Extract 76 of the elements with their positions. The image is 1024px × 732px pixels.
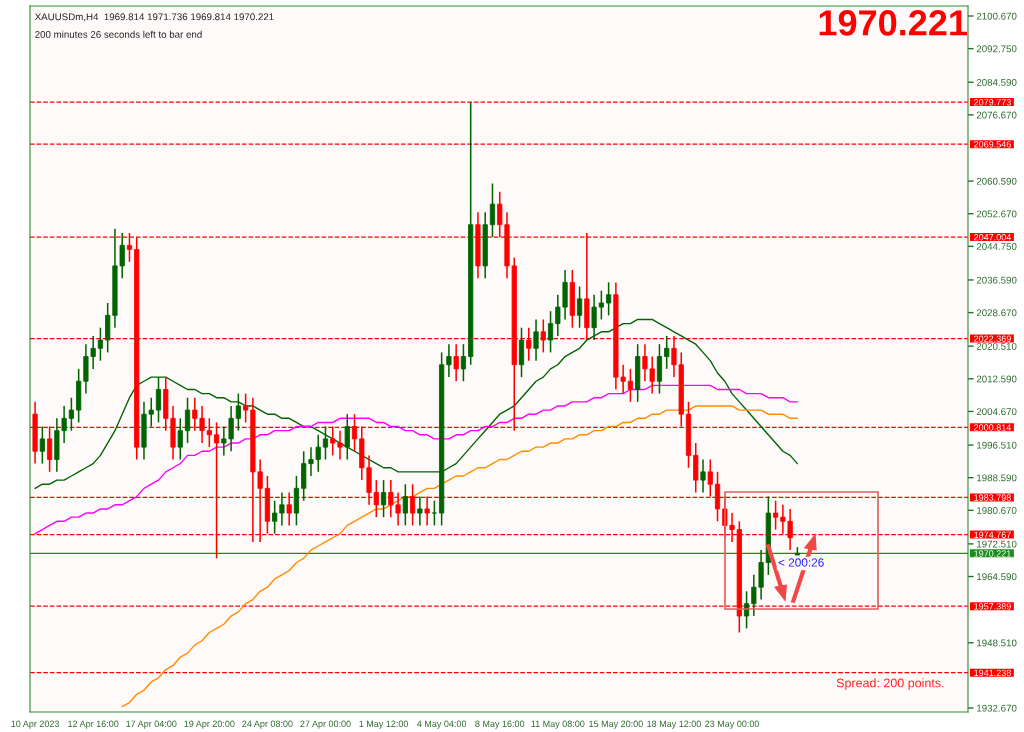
y-tick-label: 1948.510 xyxy=(977,639,1017,647)
candlestick xyxy=(39,425,45,465)
candlestick xyxy=(322,425,329,461)
y-tick-label: 2044.750 xyxy=(976,243,1017,250)
candlestick xyxy=(184,396,191,444)
candlestick xyxy=(177,417,183,461)
ref-line-label: 1941.238 xyxy=(974,669,1011,677)
text: Spread: 200 points. xyxy=(836,678,944,690)
ref-line-label: 1983.798 xyxy=(974,494,1011,501)
candlestick xyxy=(155,376,162,424)
x-tick-label: 18 May 12:00 xyxy=(647,720,701,729)
y-tick-label: 1988.590 xyxy=(977,474,1017,482)
y-tick-label: 2004.670 xyxy=(976,408,1017,416)
candlestick xyxy=(773,499,779,531)
y-tick-label: 2092.750 xyxy=(976,45,1017,53)
ref-line-label: 2079.773 xyxy=(974,99,1011,106)
ref-line-label: 1974.767 xyxy=(974,531,1011,538)
x-tick-label: 19 Apr 20:00 xyxy=(184,720,235,729)
y-tick-label: 2036.590 xyxy=(976,276,1017,284)
x-tick-label: 11 May 08:00 xyxy=(531,720,585,729)
y-tick-label: 1964.590 xyxy=(977,573,1017,581)
candlestick xyxy=(279,491,285,527)
candlestick xyxy=(576,285,583,329)
candlestick xyxy=(446,343,452,378)
candlestick xyxy=(380,479,387,518)
y-tick-label: 2028.670 xyxy=(976,309,1017,317)
ref-line-label: 1957.389 xyxy=(974,603,1011,610)
text: 1970.221 xyxy=(819,10,968,36)
ref-line-label: 2022.369 xyxy=(974,335,1011,342)
y-tick-label: 2100.670 xyxy=(976,12,1017,20)
y-tick-label: 1932.670 xyxy=(977,704,1017,712)
x-tick-label: 17 Apr 04:00 xyxy=(126,720,177,729)
candlestick xyxy=(700,458,706,494)
candlestick xyxy=(235,392,241,432)
x-tick-label: 15 May 20:00 xyxy=(589,720,643,729)
y-tick-label: 2012.590 xyxy=(976,375,1017,383)
candlestick xyxy=(664,335,670,370)
x-tick-label: 24 Apr 08:00 xyxy=(242,720,293,729)
ref-line-label: 2069.546 xyxy=(974,141,1011,148)
x-tick-label: 27 Apr 00:00 xyxy=(300,720,351,729)
candlestick xyxy=(627,368,634,403)
x-tick-label: 12 Apr 16:00 xyxy=(68,720,119,729)
y-tick-label: 2052.670 xyxy=(976,210,1017,218)
candlestick xyxy=(97,326,104,362)
candlestick xyxy=(533,318,539,362)
y-tick-label: 2020.510 xyxy=(976,342,1017,350)
annotation: 200 minutes 26 seconds left to bar end xyxy=(35,30,202,38)
candlestick xyxy=(460,343,467,383)
candlestick xyxy=(489,182,496,238)
y-tick-label: 2060.590 xyxy=(976,177,1017,185)
annotation: < 200:26 xyxy=(778,558,824,567)
candlestick xyxy=(272,499,278,535)
x-tick-label: 23 May 00:00 xyxy=(705,720,760,729)
y-tick-label: 2084.590 xyxy=(976,78,1017,86)
candlestick xyxy=(431,499,437,527)
candlestick xyxy=(243,392,249,424)
x-tick-label: 4 May 04:00 xyxy=(417,720,467,729)
candlestick xyxy=(417,495,423,527)
candlestick xyxy=(344,413,350,461)
ref-line-label: 2047.004 xyxy=(974,234,1012,241)
candlestick xyxy=(402,483,408,527)
candlestick xyxy=(598,289,604,321)
x-tick-label: 10 Apr 2023 xyxy=(11,720,60,729)
annotation: XAUUSDm,H4 1969.814 1971.736 1969.814 1970.221 xyxy=(34,13,274,22)
y-tick-label: 1980.670 xyxy=(977,507,1017,514)
y-tick-label: 1972.510 xyxy=(977,540,1017,548)
x-tick-label: 8 May 16:00 xyxy=(475,720,525,729)
x-tick-label: 1 May 12:00 xyxy=(359,720,409,729)
candlestick xyxy=(547,310,554,354)
candlestick xyxy=(453,343,459,383)
candlestick xyxy=(606,281,612,317)
y-tick-label: 2076.670 xyxy=(976,111,1017,119)
candlestick xyxy=(68,396,74,432)
y-tick-label: 1996.510 xyxy=(977,441,1017,449)
ref-line-label: 2000.814 xyxy=(974,424,1012,431)
ref-line-label: 1970.221 xyxy=(974,550,1011,557)
